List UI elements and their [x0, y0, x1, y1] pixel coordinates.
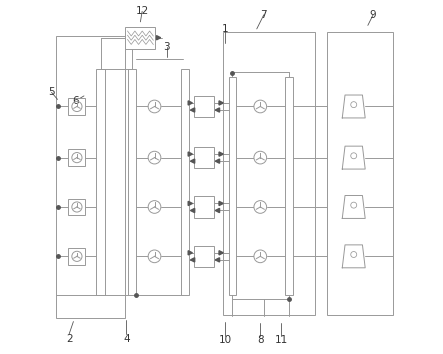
Text: 12: 12 — [136, 6, 149, 16]
Bar — [69, 98, 85, 115]
Text: 8: 8 — [257, 335, 264, 345]
Circle shape — [254, 250, 267, 263]
Polygon shape — [219, 201, 223, 206]
Circle shape — [254, 100, 267, 113]
Bar — [194, 246, 214, 267]
Text: 10: 10 — [218, 335, 232, 345]
Polygon shape — [190, 209, 195, 213]
Bar — [128, 69, 136, 295]
Polygon shape — [190, 159, 195, 163]
Bar — [229, 76, 236, 295]
Bar — [194, 196, 214, 218]
Bar — [181, 69, 189, 295]
Bar — [69, 248, 85, 265]
Circle shape — [148, 100, 161, 113]
Polygon shape — [188, 152, 192, 156]
Circle shape — [148, 250, 161, 263]
Polygon shape — [188, 101, 192, 105]
Circle shape — [254, 151, 267, 164]
Bar — [69, 199, 85, 216]
Polygon shape — [188, 251, 192, 255]
Polygon shape — [190, 258, 195, 262]
Polygon shape — [219, 152, 223, 156]
Circle shape — [148, 201, 161, 213]
Text: 11: 11 — [275, 335, 288, 345]
Polygon shape — [188, 201, 192, 206]
Text: 6: 6 — [72, 96, 78, 106]
Polygon shape — [190, 108, 195, 112]
Bar — [56, 36, 124, 318]
Text: 5: 5 — [48, 87, 55, 97]
Bar — [194, 96, 214, 117]
Circle shape — [148, 151, 161, 164]
Text: 3: 3 — [163, 41, 170, 52]
Text: 1: 1 — [222, 24, 228, 34]
Bar — [223, 33, 315, 314]
Polygon shape — [219, 101, 223, 105]
Bar — [327, 33, 392, 314]
Bar — [285, 76, 293, 295]
Bar — [125, 27, 155, 48]
Text: 9: 9 — [370, 10, 377, 20]
Polygon shape — [156, 36, 161, 40]
Circle shape — [254, 201, 267, 213]
Polygon shape — [215, 209, 220, 213]
Polygon shape — [215, 108, 220, 112]
Polygon shape — [215, 258, 220, 262]
Bar — [96, 69, 105, 295]
Text: 7: 7 — [260, 10, 267, 20]
Bar — [194, 147, 214, 168]
Text: 2: 2 — [66, 334, 73, 344]
Polygon shape — [219, 251, 223, 255]
Polygon shape — [215, 159, 220, 163]
Bar — [69, 149, 85, 166]
Text: 4: 4 — [123, 334, 130, 344]
